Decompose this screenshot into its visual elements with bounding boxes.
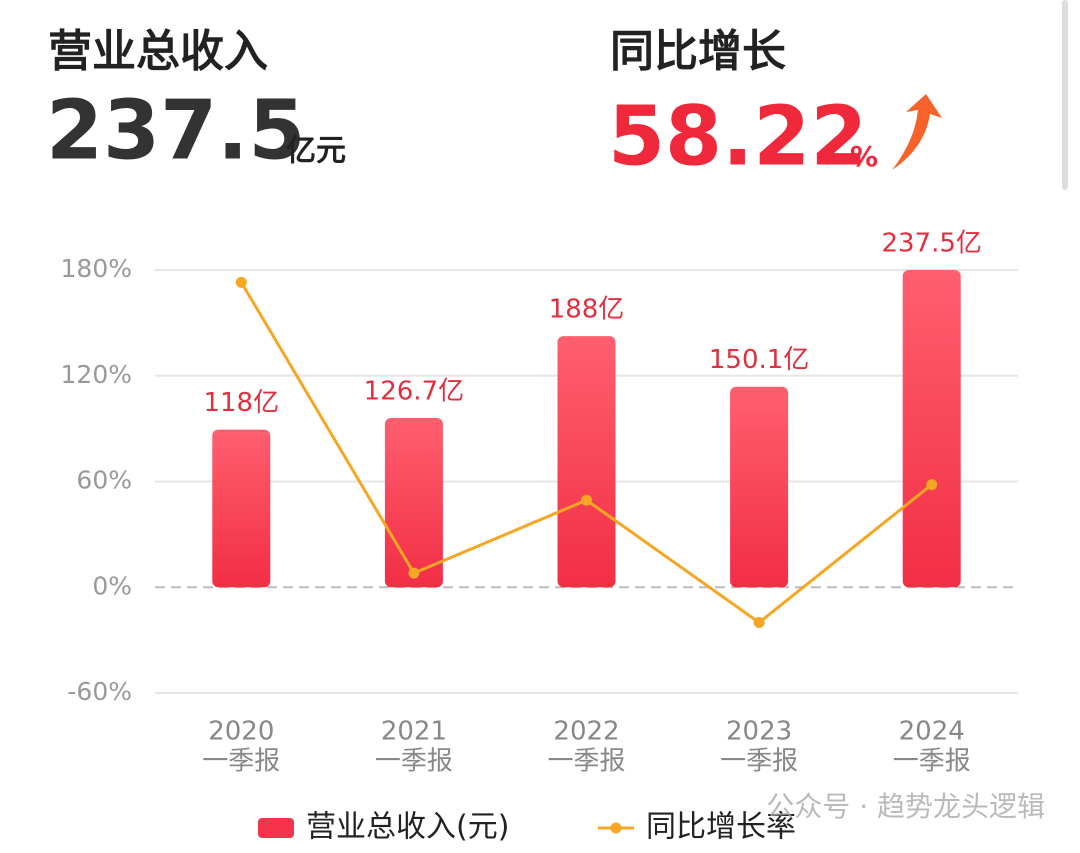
y-tick-label: 0% [92, 571, 132, 600]
x-tick-label: 2023 [726, 717, 792, 747]
value-label: 150.1亿 [709, 345, 809, 375]
y-tick-label: 120% [61, 360, 132, 389]
watermark: 公众号 · 趋势龙头逻辑 [766, 790, 1045, 823]
x-tick-label: 2024 [899, 717, 965, 747]
point [581, 494, 592, 506]
legend-swatch [258, 818, 294, 838]
growth-unit: % [850, 140, 878, 173]
point [408, 567, 420, 579]
point [926, 479, 938, 491]
legend-swatch [610, 822, 622, 834]
bar [730, 386, 789, 588]
revenue-unit: 亿元 [286, 134, 346, 169]
y-tick-label: 60% [76, 466, 132, 495]
bar [557, 336, 616, 588]
scrollbar [1062, 0, 1068, 190]
x-tick-label: 一季报 [202, 747, 280, 777]
x-tick-label: 一季报 [375, 747, 453, 777]
point [753, 617, 765, 628]
growth-value: 58.22 [608, 89, 867, 184]
x-tick-label: 2021 [381, 717, 447, 747]
revenue-value: 237.5 [46, 83, 305, 178]
x-tick-label: 2022 [553, 717, 619, 747]
value-label: 118亿 [203, 388, 279, 418]
legend-label: 同比增长率 [646, 810, 796, 845]
x-tick-label: 一季报 [720, 747, 798, 777]
x-tick-label: 一季报 [893, 747, 971, 777]
bar [384, 418, 443, 588]
up-arrow [892, 94, 942, 170]
bar [902, 270, 961, 588]
y-tick-label: -60% [67, 677, 132, 706]
x-tick-label: 一季报 [547, 747, 625, 777]
bar [212, 429, 271, 588]
revenue-title: 营业总收入 [48, 26, 268, 77]
x-tick-label: 2020 [208, 717, 274, 747]
point [235, 276, 247, 288]
value-label: 126.7亿 [364, 377, 464, 407]
legend-label: 营业总收入(元) [306, 810, 509, 845]
y-tick-label: 180% [61, 254, 132, 283]
growth-title: 同比增长 [610, 26, 786, 77]
value-label: 188亿 [549, 295, 625, 325]
value-label: 237.5亿 [881, 229, 981, 259]
